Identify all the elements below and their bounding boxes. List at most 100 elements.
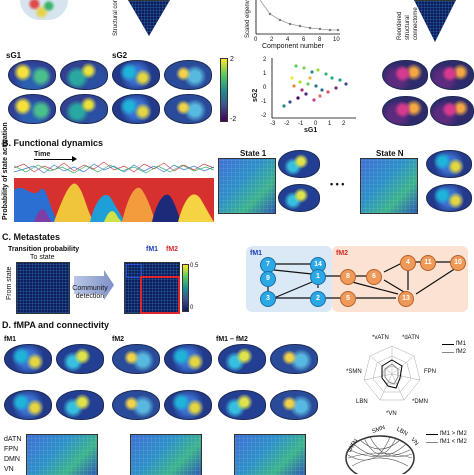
metastate-edges <box>267 261 457 299</box>
legend2-lt-line <box>426 442 438 443</box>
time-label: Time <box>34 151 51 158</box>
fm1-brain-1 <box>4 344 52 374</box>
scatter-ytick-m1: -1 <box>261 99 267 105</box>
glass-brain-image <box>20 0 68 20</box>
radar-vatn: *vATN <box>372 335 389 341</box>
time-arrow <box>34 159 74 160</box>
viridis-colorbar <box>220 58 228 122</box>
fm2-brain-3 <box>112 390 160 420</box>
legend2-gt: fM1 > fM2 <box>440 431 467 437</box>
fm2-matrix-label: fM2 <box>166 246 179 253</box>
stateN-brain-lateral <box>426 150 472 178</box>
state-ellipsis: • • • <box>330 179 345 189</box>
net-vn: VN <box>4 466 14 473</box>
fm1-block-box <box>126 264 142 278</box>
sg-scatter-plot <box>271 58 356 119</box>
node-4: 4 <box>400 255 416 271</box>
component-number-label: Component number <box>262 43 324 50</box>
sg2-brain-lateral-left <box>112 60 160 90</box>
radar-datn: *dATN <box>402 335 420 341</box>
eig-tick-0: 0 <box>254 37 258 43</box>
node-11: 11 <box>420 255 436 271</box>
scatter-xtick-m1: -1 <box>298 121 304 127</box>
transition-colorbar <box>182 264 189 312</box>
radar-fpn: FPN <box>424 369 436 375</box>
fm1-brain-2 <box>56 344 104 374</box>
scatter-ylabel: sG2 <box>252 88 259 102</box>
fm1-brain-label: fM1 <box>4 336 17 343</box>
transition-matrix <box>16 262 70 314</box>
panel-d-title: D. fMPA and connectivity <box>2 320 110 330</box>
node-6: 6 <box>366 269 382 285</box>
right-brain-lateral-left <box>382 60 428 90</box>
legend2-lt: fM1 < fM2 <box>440 439 467 445</box>
structural-connectome-matrix <box>128 0 170 36</box>
net-fpn: FPN <box>4 446 18 453</box>
node-5: 5 <box>340 291 356 307</box>
sg2-brain-medial-right <box>164 94 212 124</box>
radar-dmn: *DMN <box>412 399 428 405</box>
state1-brain-lateral <box>278 150 320 178</box>
diff-connectivity-matrix <box>234 434 306 475</box>
node-1: 1 <box>310 269 326 285</box>
right-brain-medial-right <box>430 96 474 126</box>
panel-b-title: B. Functional dynamics <box>2 138 104 148</box>
node-13: 13 <box>398 291 414 307</box>
node-2: 2 <box>310 291 326 307</box>
sg1-brain-medial-left <box>8 94 56 124</box>
community-detection-label: Community detection <box>72 285 108 300</box>
fm1-region-label: fM1 <box>250 250 263 257</box>
eig-tick-4: 4 <box>286 37 290 43</box>
fm2-brain-2 <box>164 344 212 374</box>
sg2-brain-medial-left <box>112 94 160 124</box>
connectivity-chord-diagram <box>345 435 415 474</box>
eig-tick-8: 8 <box>318 37 322 43</box>
stateN-brain-medial <box>426 184 472 212</box>
scatter-xtick-m2: -2 <box>284 121 290 127</box>
reordered-connectome-label: Reordered structural connectome <box>397 7 419 40</box>
legend-fm2: fM2 <box>456 349 467 355</box>
legend2-gt-line <box>426 434 438 435</box>
cb-min: 0 <box>190 305 194 311</box>
scatter-ytick-m2: -2 <box>261 113 267 119</box>
time-arrow-head <box>72 156 77 162</box>
radar-smn: *SMN <box>346 369 362 375</box>
fm1-fm2-diff-label: fM1 – fM2 <box>216 336 248 343</box>
legend-fm1: fM1 <box>456 341 467 347</box>
sg2-label: sG2 <box>112 51 128 60</box>
eig-tick-10: 10 <box>333 37 340 43</box>
sg1-brain-lateral-right <box>60 60 108 90</box>
scaled-eigenvalue-label: Scaled eigenvalue <box>245 0 251 38</box>
scatter-ytick-0: 0 <box>263 85 267 91</box>
legend-fm1-line <box>442 344 454 345</box>
fm2-region-label: fM2 <box>336 250 349 257</box>
state-activation-ylabel: Probability of state activation <box>2 122 9 220</box>
diff-brain-2 <box>270 344 318 374</box>
stateN-matrix <box>360 158 418 214</box>
eig-tick-6: 6 <box>302 37 306 43</box>
to-state-label: To state <box>30 254 55 261</box>
right-brain-lateral-right <box>430 60 474 90</box>
scatter-xlabel: sG1 <box>304 127 318 134</box>
diff-brain-3 <box>218 390 266 420</box>
sg1-label: sG1 <box>6 51 22 60</box>
scatter-xtick-m3: -3 <box>270 121 276 127</box>
node-9: 9 <box>260 271 276 287</box>
stateN-label: State N <box>376 149 404 158</box>
legend-fm2-line <box>442 352 454 353</box>
node-8: 8 <box>340 269 356 285</box>
transition-probability-label: Transition probability <box>8 246 80 253</box>
fm2-brain-1 <box>112 344 160 374</box>
eig-tick-2: 2 <box>270 37 274 43</box>
state1-matrix <box>218 158 276 214</box>
fm1-brain-3 <box>4 390 52 420</box>
colorbar-max: 2 <box>230 56 234 63</box>
sg1-brain-lateral-left <box>8 60 56 90</box>
radar-chart <box>363 345 421 401</box>
radar-vn: *VN <box>386 411 397 417</box>
reordered-connectome-matrix <box>414 0 456 42</box>
colorbar-min: -2 <box>230 116 237 123</box>
fm1-brain-4 <box>56 390 104 420</box>
state1-label: State 1 <box>240 149 267 158</box>
sg1-brain-medial-right <box>60 94 108 124</box>
